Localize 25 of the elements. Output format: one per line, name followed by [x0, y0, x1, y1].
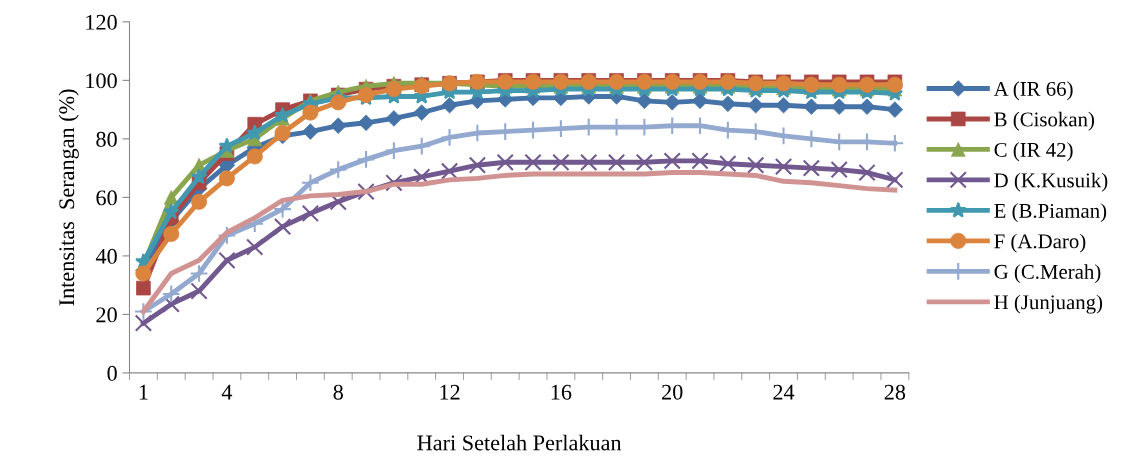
legend-label: B (Cisokan) — [994, 111, 1095, 131]
y-tick-label: 20 — [96, 307, 117, 323]
x-tick-label: 16 — [551, 384, 572, 400]
legend-label: E (B.Piaman) — [994, 203, 1107, 223]
x-tick-label: 8 — [333, 384, 343, 400]
y-axis-title: Intensitas Serangan (%) — [58, 89, 79, 306]
x-tick-label: 24 — [773, 384, 795, 400]
legend-label: A (IR 66) — [993, 81, 1073, 101]
y-tick-label: 80 — [96, 131, 117, 147]
legend-label: H (Junjuang) — [994, 294, 1103, 314]
y-tick-label: 0 — [107, 365, 117, 381]
legend-label: G (C.Merah) — [994, 264, 1101, 284]
y-tick-label: 40 — [95, 248, 117, 264]
y-tick-label: 60 — [96, 190, 117, 206]
y-tick-label: 100 — [86, 73, 117, 89]
y-tick-label: 120 — [86, 14, 117, 30]
x-tick-label: 1 — [139, 384, 148, 400]
x-tick-label: 20 — [662, 384, 683, 400]
legend-label: D (K.Kusuik) — [994, 172, 1108, 192]
x-axis-title: Hari Setelah Perlakuan — [417, 434, 622, 451]
x-tick-label: 28 — [884, 384, 906, 400]
x-tick-label: 12 — [440, 384, 460, 400]
x-tick-label: 4 — [221, 384, 233, 400]
legend-label: C (IR 42) — [994, 142, 1073, 162]
legend-label: F (A.Daro) — [994, 233, 1086, 253]
